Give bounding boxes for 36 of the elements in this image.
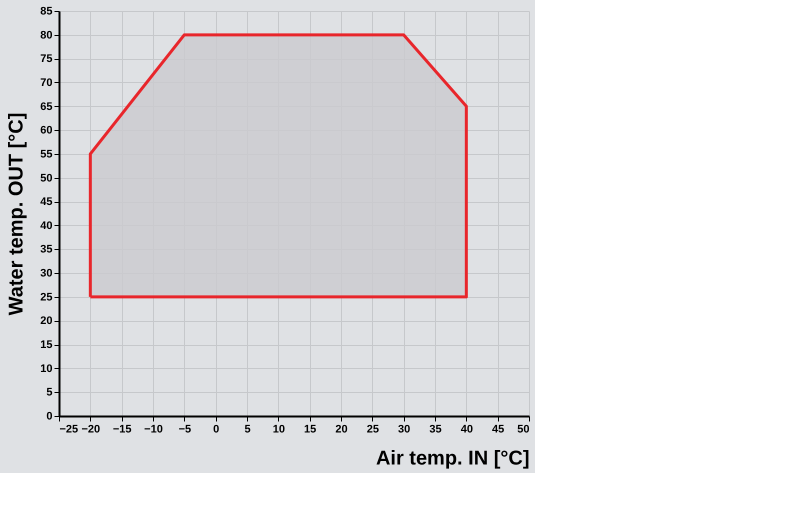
y-axis-title: Water temp. OUT [°C]	[5, 112, 28, 316]
y-tick-label: 30	[40, 268, 52, 280]
x-tick-label: −5	[178, 424, 192, 436]
x-tick-label: 50	[517, 424, 530, 436]
x-tick-label: 30	[398, 424, 410, 436]
y-tick-label: 80	[40, 29, 52, 42]
y-tick-label: 60	[40, 124, 52, 137]
y-tick-label: 65	[40, 100, 52, 113]
y-tick-label: 10	[40, 362, 52, 375]
x-tick-label: 20	[335, 424, 348, 436]
x-tick-label: 45	[492, 424, 504, 436]
y-tick-label: 70	[40, 76, 52, 89]
x-tick-label: 10	[272, 424, 285, 436]
y-tick-label: 25	[40, 291, 52, 304]
x-tick-label: 40	[460, 424, 473, 436]
x-tick-label: −20	[81, 424, 100, 436]
x-tick-label: −25	[60, 424, 78, 436]
y-tick-label: 40	[40, 220, 52, 232]
y-tick-label: 5	[46, 386, 52, 399]
x-tick-label: 0	[213, 424, 220, 436]
y-tick-label: 45	[40, 196, 52, 208]
y-tick-label: 20	[40, 315, 52, 328]
x-tick-label: −10	[144, 424, 163, 436]
x-tick-label: 5	[244, 424, 251, 436]
y-tick-label: 0	[46, 410, 52, 422]
x-tick-label: 35	[429, 424, 442, 436]
x-axis-title: Air temp. IN [°C]	[376, 448, 530, 470]
x-tick-label: −15	[112, 424, 132, 436]
y-tick-label: 55	[40, 148, 52, 160]
x-tick-label: 25	[366, 424, 379, 436]
y-tick-label: 50	[40, 172, 52, 184]
y-tick-label: 35	[40, 244, 52, 256]
y-tick-label: 75	[40, 53, 52, 66]
x-tick-label: 15	[304, 424, 316, 436]
y-tick-label: 15	[40, 339, 52, 352]
y-tick-label: 85	[40, 6, 52, 18]
